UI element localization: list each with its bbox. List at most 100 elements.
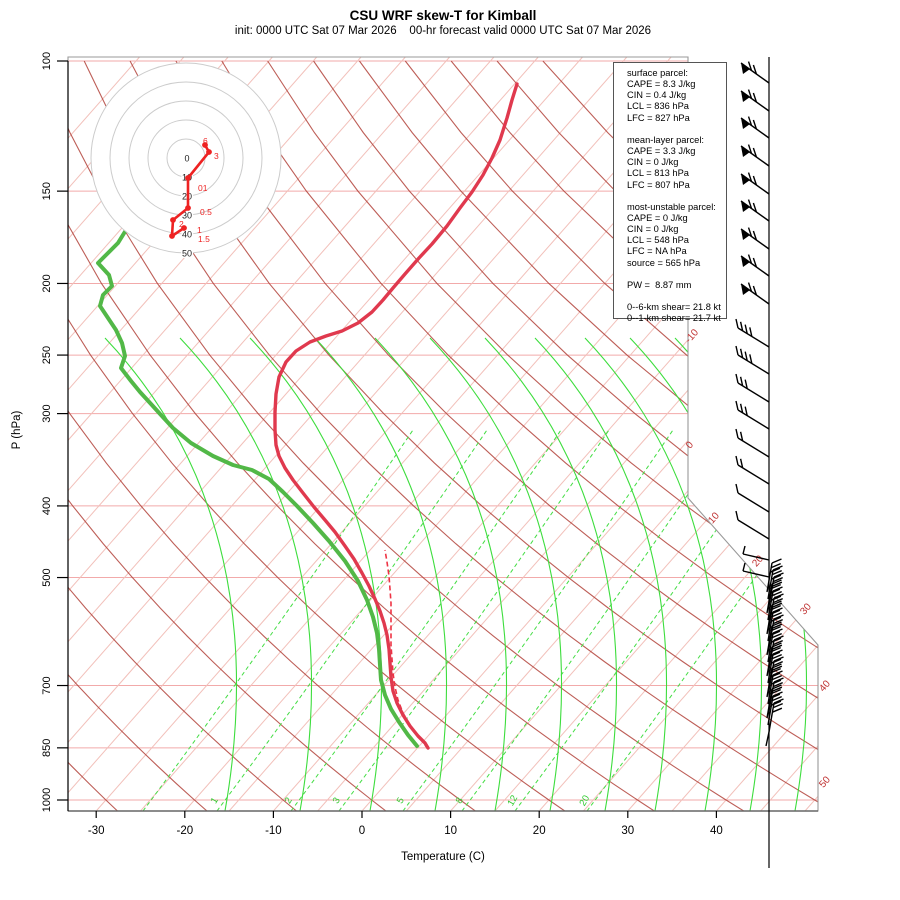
hodograph-point (185, 205, 191, 211)
mixing-ratio-lines (142, 429, 818, 811)
info-box-line: CIN = 0 J/kg (627, 157, 679, 168)
mixing-ratio-labels: 1 2 3 5 8 12 20 (209, 793, 592, 808)
info-box-line: LFC = 807 hPa (627, 179, 690, 190)
y-tick-label: 700 (41, 676, 53, 694)
wind-barb (735, 428, 770, 458)
x-tick-label: -20 (176, 825, 193, 837)
info-box-line: surface parcel: (627, 68, 688, 78)
info-box-line: source = 565 hPa (627, 257, 701, 268)
wind-barb-cluster (768, 677, 784, 712)
y-tick-label: 150 (41, 182, 53, 200)
hodograph-point (206, 149, 212, 155)
wind-barb-small (742, 562, 770, 578)
wind-barb-pennant (740, 116, 770, 139)
hodograph-ring (109, 81, 263, 235)
wind-barb-pennant (740, 172, 770, 195)
x-axis-title: Temperature (C) (401, 851, 485, 863)
hodograph-ring (147, 119, 225, 197)
info-box-line (627, 269, 726, 280)
hodograph-ring-label: 0 (184, 154, 189, 164)
wind-barb-pennant (740, 254, 770, 277)
wind-barb (735, 345, 770, 375)
wind-barb-cluster (768, 572, 784, 607)
mixing-ratio-label: 20 (577, 793, 592, 808)
wind-barb-pennant (740, 282, 770, 305)
wind-barb-cluster (766, 684, 782, 719)
wind-barb-cluster (766, 621, 782, 656)
y-tick-label: 250 (41, 346, 53, 364)
info-box-line: LCL = 548 hPa (627, 235, 689, 246)
wind-barb-cluster (767, 628, 783, 663)
info-box-line (627, 124, 726, 135)
hodograph-outer-ring (90, 62, 282, 254)
hodograph-height-label: 1.5 (198, 234, 210, 244)
x-tick-label: -10 (265, 825, 282, 837)
isotherm-label: 40 (817, 678, 833, 694)
wind-barb (735, 318, 770, 348)
hodograph-point (181, 225, 187, 231)
wind-barb-cluster (766, 642, 782, 677)
info-box-line: LCL = 836 hPa (627, 101, 689, 112)
wind-barb-cluster (767, 586, 783, 621)
wind-barb-cluster (767, 607, 783, 642)
mixing-ratio-label: 1 (209, 796, 221, 806)
wind-barb (735, 455, 770, 485)
info-box-line: LCL = 813 hPa (627, 168, 689, 179)
wind-barb-small (742, 545, 770, 561)
wind-barbs (735, 57, 784, 868)
wind-barb-cluster (768, 656, 784, 691)
wind-barb (735, 373, 770, 403)
y-tick-label: 300 (41, 404, 53, 422)
wind-barb-cluster (768, 635, 784, 670)
wind-barb-cluster (766, 663, 782, 698)
hodograph-height-label: 2 (179, 219, 184, 229)
info-box-line: CAPE = 0 J/kg (627, 213, 688, 223)
info-box: surface parcel: CAPE = 8.3 J/kg CIN = 0.4 … (613, 62, 727, 323)
isotherm-label: 10 (706, 510, 722, 526)
moist-adiabat-lines (104, 337, 808, 811)
y-tick-label: 100 (41, 52, 53, 70)
x-tick-label: 0 (359, 825, 365, 837)
info-box-line: CAPE = 8.3 J/kg (627, 79, 696, 90)
info-box-line: CIN = 0 J/kg (627, 224, 679, 235)
hodograph-height-label: 6 (203, 136, 208, 146)
x-tick-label: 20 (533, 825, 546, 837)
wind-barb-pennant (740, 199, 770, 222)
hodograph-trace: 63 01 0.5 1 2 1.5 (169, 136, 219, 244)
hodograph-ring-label: 40 (182, 230, 192, 240)
page-title: CSU WRF skew-T for Kimball (349, 8, 537, 23)
hodograph-point (169, 233, 175, 239)
info-box-line (627, 191, 726, 202)
info-box-line: CIN = 0.4 J/kg (627, 90, 687, 101)
x-tick-label: 40 (710, 825, 723, 837)
y-tick-label: 200 (41, 274, 53, 292)
y-axis-title: P (hPa) (11, 410, 23, 450)
wind-barb-cluster (768, 593, 784, 628)
hodograph-point (185, 175, 191, 181)
wind-barb-tail (765, 731, 770, 747)
wind-barb-cluster (768, 614, 784, 649)
y-tick-label: 1000 (41, 788, 53, 812)
wind-barb (735, 400, 770, 430)
info-box-line: LFC = NA hPa (627, 246, 687, 257)
hodograph-point (202, 142, 208, 148)
hodograph-height-label: 0.5 (200, 207, 212, 217)
hodograph-point (170, 217, 176, 223)
info-box-line (627, 291, 726, 302)
wind-barb-cluster (767, 670, 783, 705)
info-box-line: mean-layer parcel: (627, 134, 704, 145)
wind-barb-pennant (740, 61, 770, 84)
hodograph-ring (128, 100, 244, 216)
wind-barb (735, 510, 770, 540)
x-tick-label: -30 (88, 825, 105, 837)
wind-barb-pennant (740, 144, 770, 167)
mixing-ratio-label: 3 (331, 796, 343, 806)
hodograph-height-label: 1 (197, 225, 202, 235)
wind-barb-pennant (740, 89, 770, 112)
isotherm-label: 50 (817, 774, 833, 790)
x-tick-label: 30 (621, 825, 634, 837)
